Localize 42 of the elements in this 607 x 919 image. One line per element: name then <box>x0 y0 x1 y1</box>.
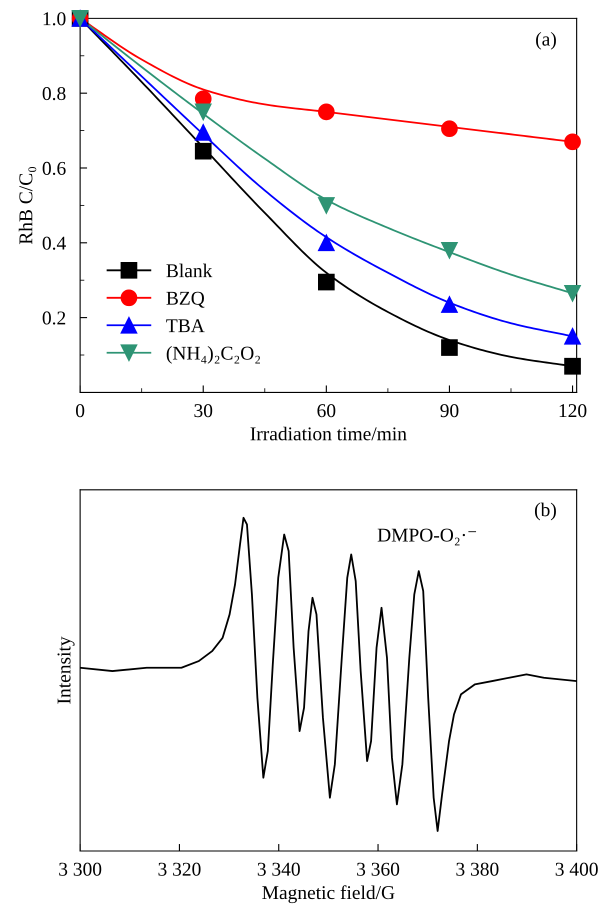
annotation: (a) <box>536 32 556 50</box>
annotation: DMPO-O₂·⁻ <box>378 528 476 546</box>
y-axis-title: Intensity <box>57 636 75 704</box>
legend-label: Blank <box>166 264 212 278</box>
x-tick-label: 30 <box>194 404 212 418</box>
x-tick-label: 3 300 <box>59 862 102 876</box>
x-tick-label: 60 <box>317 404 336 418</box>
legend-label: BZQ <box>166 292 204 308</box>
x-tick-label: 3 360 <box>357 862 400 876</box>
legend-label: (NH₄)₂C₂O₂ <box>166 346 260 364</box>
y-tick-label: 1.0 <box>44 12 66 26</box>
x-axis-title: Irradiation time/min <box>250 426 407 440</box>
x-axis-title: Magnetic field/G <box>262 885 394 904</box>
point <box>318 274 335 290</box>
point <box>564 328 581 345</box>
point <box>194 142 212 160</box>
point <box>441 242 458 259</box>
point <box>441 296 458 313</box>
point <box>194 124 212 141</box>
point <box>194 104 212 120</box>
x-tick-label: 90 <box>440 404 458 418</box>
y-tick-label: 0.4 <box>42 236 66 250</box>
point <box>441 339 458 356</box>
x-tick-label: 3 400 <box>556 862 598 876</box>
point <box>441 120 458 138</box>
x-tick-label: 3 380 <box>456 862 498 876</box>
y-tick-label: 0.6 <box>42 162 66 176</box>
annotation: (b) <box>534 502 556 520</box>
point <box>564 133 581 150</box>
y-axis-title: RhB C/C₀ <box>18 167 36 244</box>
x-tick-label: 3 340 <box>258 862 300 876</box>
point <box>564 358 581 375</box>
legend-label: TBA <box>166 319 205 332</box>
point <box>318 234 335 252</box>
y-tick-label: 0.8 <box>42 87 66 100</box>
x-tick-label: 0 <box>76 404 84 418</box>
point <box>318 104 335 120</box>
x-tick-label: 120 <box>560 404 586 418</box>
x-tick-label: 3 320 <box>158 862 201 876</box>
point <box>318 197 335 214</box>
y-tick-label: 0.2 <box>42 311 66 325</box>
point <box>564 284 581 302</box>
